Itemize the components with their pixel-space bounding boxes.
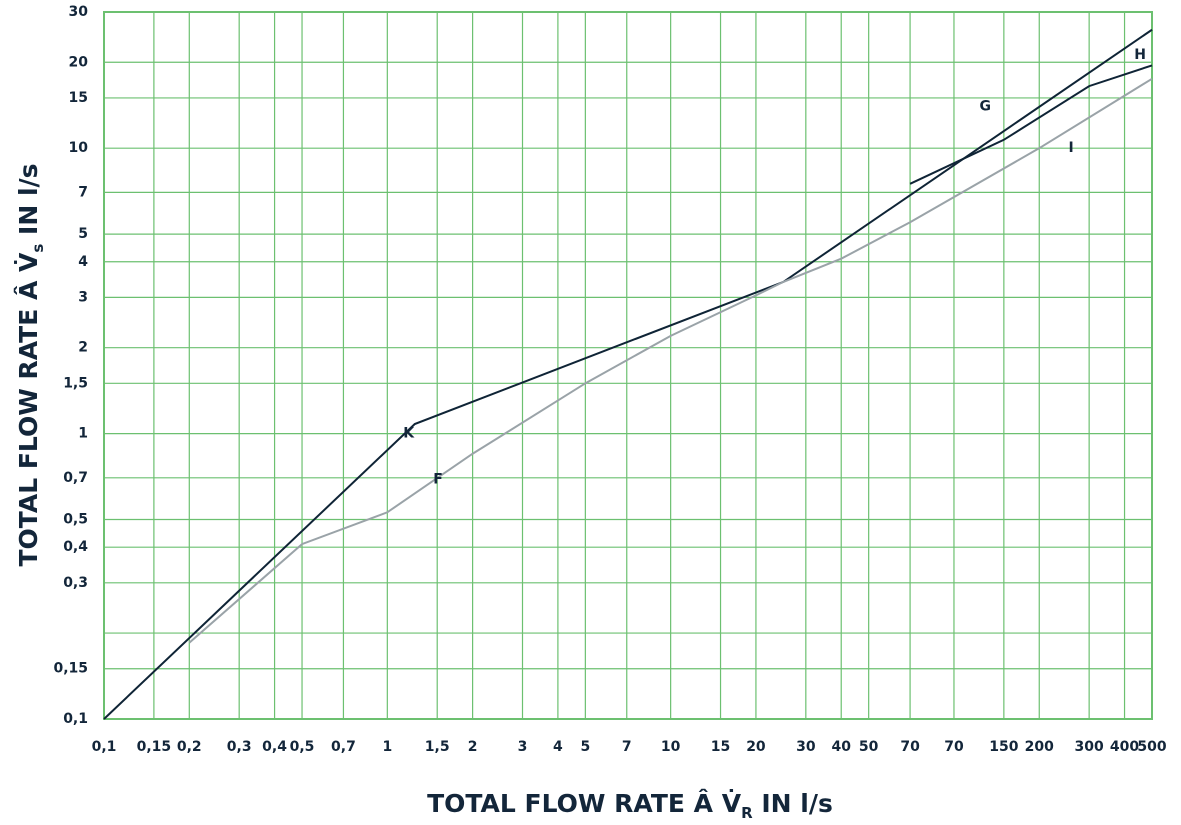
- x-tick-label: 2: [468, 739, 478, 755]
- x-tick-label: 0,15: [137, 739, 172, 755]
- x-tick-label: 15: [711, 739, 730, 755]
- x-tick-label: 70: [900, 739, 920, 755]
- x-tick-label: 7: [622, 739, 632, 755]
- y-tick-label: 0,7: [63, 470, 88, 486]
- x-tick-label: 20: [746, 739, 766, 755]
- x-title-sub: R: [741, 804, 753, 822]
- x-tick-label: 1,5: [425, 739, 450, 755]
- x-tick-label: 400: [1110, 739, 1139, 755]
- x-tick-label: 70: [944, 739, 964, 755]
- x-tick-label: 150: [989, 739, 1018, 755]
- x-tick-label: 0,5: [290, 739, 315, 755]
- y-tick-label: 30: [69, 4, 89, 20]
- y-tick-label: 5: [78, 226, 88, 242]
- x-tick-label: 0,3: [227, 739, 252, 755]
- x-tick-label: 5: [580, 739, 590, 755]
- curve-label: K: [403, 426, 415, 442]
- plot-frame: [103, 11, 1153, 720]
- y-tick-label: 0,1: [63, 711, 88, 727]
- x-tick-label: 0,2: [177, 739, 202, 755]
- y-tick-label: 20: [69, 54, 89, 70]
- y-tick-label: 15: [69, 90, 88, 106]
- y-title-tail: IN l/s: [14, 163, 43, 243]
- y-axis-title: TOTAL FLOW RATE Â V̇s IN l/s: [14, 163, 47, 566]
- x-tick-label: 0,1: [92, 739, 117, 755]
- y-tick-label: 3: [78, 289, 88, 305]
- x-tick-label: 300: [1075, 739, 1104, 755]
- y-tick-label: 1: [78, 426, 88, 442]
- x-tick-label: 0,7: [331, 739, 356, 755]
- y-tick-label: 0,5: [63, 512, 88, 528]
- y-tick-label: 0,3: [63, 575, 88, 591]
- y-tick-label: 1,5: [63, 375, 88, 391]
- x-tick-label: 4: [553, 739, 563, 755]
- series-line: [188, 77, 1153, 644]
- y-title-main: TOTAL FLOW RATE Â V̇: [14, 252, 43, 567]
- x-tick-label: 0,4: [262, 739, 287, 755]
- curve-label: F: [433, 472, 443, 488]
- x-tick-label: 500: [1137, 739, 1166, 755]
- y-tick-label: 7: [78, 184, 88, 200]
- x-tick-label: 1: [382, 739, 392, 755]
- y-title-sub: s: [29, 244, 47, 253]
- y-tick-label: 2: [78, 340, 88, 356]
- x-tick-label: 10: [661, 739, 681, 755]
- curve-label: H: [1134, 47, 1146, 63]
- x-tick-label: 30: [796, 739, 816, 755]
- curve-label: G: [980, 98, 992, 114]
- series-line: [909, 64, 1153, 185]
- x-tick-label: 3: [518, 739, 528, 755]
- x-axis-title: TOTAL FLOW RATE Â V̇R IN l/s: [427, 789, 833, 822]
- x-tick-label: 40: [831, 739, 851, 755]
- x-tick-label: 50: [859, 739, 879, 755]
- y-tick-label: 4: [78, 254, 88, 270]
- x-tick-label: 200: [1025, 739, 1054, 755]
- series-line: [103, 28, 1153, 720]
- x-title-main: TOTAL FLOW RATE Â V̇: [427, 789, 742, 818]
- curve-label: I: [1068, 140, 1073, 156]
- y-tick-label: 10: [69, 140, 89, 156]
- x-title-tail: IN l/s: [753, 789, 833, 818]
- y-tick-label: 0,4: [63, 539, 88, 555]
- y-tick-label: 0,15: [53, 661, 88, 677]
